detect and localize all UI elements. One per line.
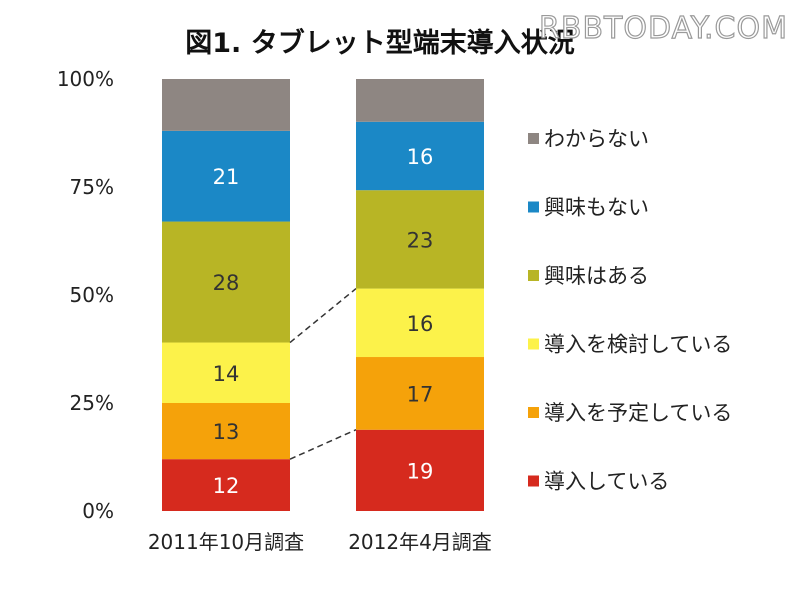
legend-label: 導入を検討している [544,333,732,357]
connector-lines [289,288,357,460]
y-tick-label: 50% [70,283,114,307]
bars: 12 13 14 28 21 19 17 16 23 16 [162,79,484,511]
data-label: 13 [213,420,240,444]
legend-swatch [528,407,539,418]
connector-line [289,288,357,344]
data-label: 28 [213,271,240,295]
bar-segment [162,342,290,403]
x-axis-labels: 2011年10月調査 2012年4月調査 [148,530,492,554]
bar-segment [356,79,484,122]
x-category-label: 2011年10月調査 [148,530,304,554]
chart-title: 図1. タブレット型端末導入状況 [185,27,574,59]
data-label: 16 [407,145,434,169]
bar-segment [162,221,290,343]
legend-swatch [528,475,539,487]
legend-swatch [528,133,539,144]
bar-segment [356,429,484,511]
bar-segment [356,190,484,289]
y-tick-label: 75% [70,175,114,199]
data-label: 14 [213,362,240,386]
bar-segment [356,121,484,191]
bar-segment [162,130,290,222]
legend-label: わからない [544,127,649,151]
bar-segment [162,79,290,131]
data-label: 16 [407,312,434,336]
bar-segment [162,459,290,511]
legend-swatch [528,201,539,213]
watermark: RBBTODAY.COM [539,11,788,46]
legend-swatch [528,338,539,350]
data-label: 17 [407,382,434,406]
data-label: 19 [407,459,434,483]
legend-label: 導入を予定している [544,401,732,425]
y-tick-label: 25% [70,391,114,415]
bar-segment [356,357,484,430]
bar-segment [162,403,290,460]
legend-label: 興味はある [544,264,649,288]
y-axis: 0% 25% 50% 75% 100% [57,67,114,523]
x-category-label: 2012年4月調査 [348,530,492,554]
bar-segment [356,288,484,358]
legend-label: 興味もない [544,196,649,220]
legend-swatch [528,270,539,281]
data-label: 12 [213,474,240,498]
connector-line [289,429,357,460]
legend-label: 導入している [544,470,669,494]
y-tick-label: 100% [57,67,114,91]
y-tick-label: 0% [82,499,114,523]
data-label: 21 [213,165,240,189]
data-label: 23 [407,228,434,252]
